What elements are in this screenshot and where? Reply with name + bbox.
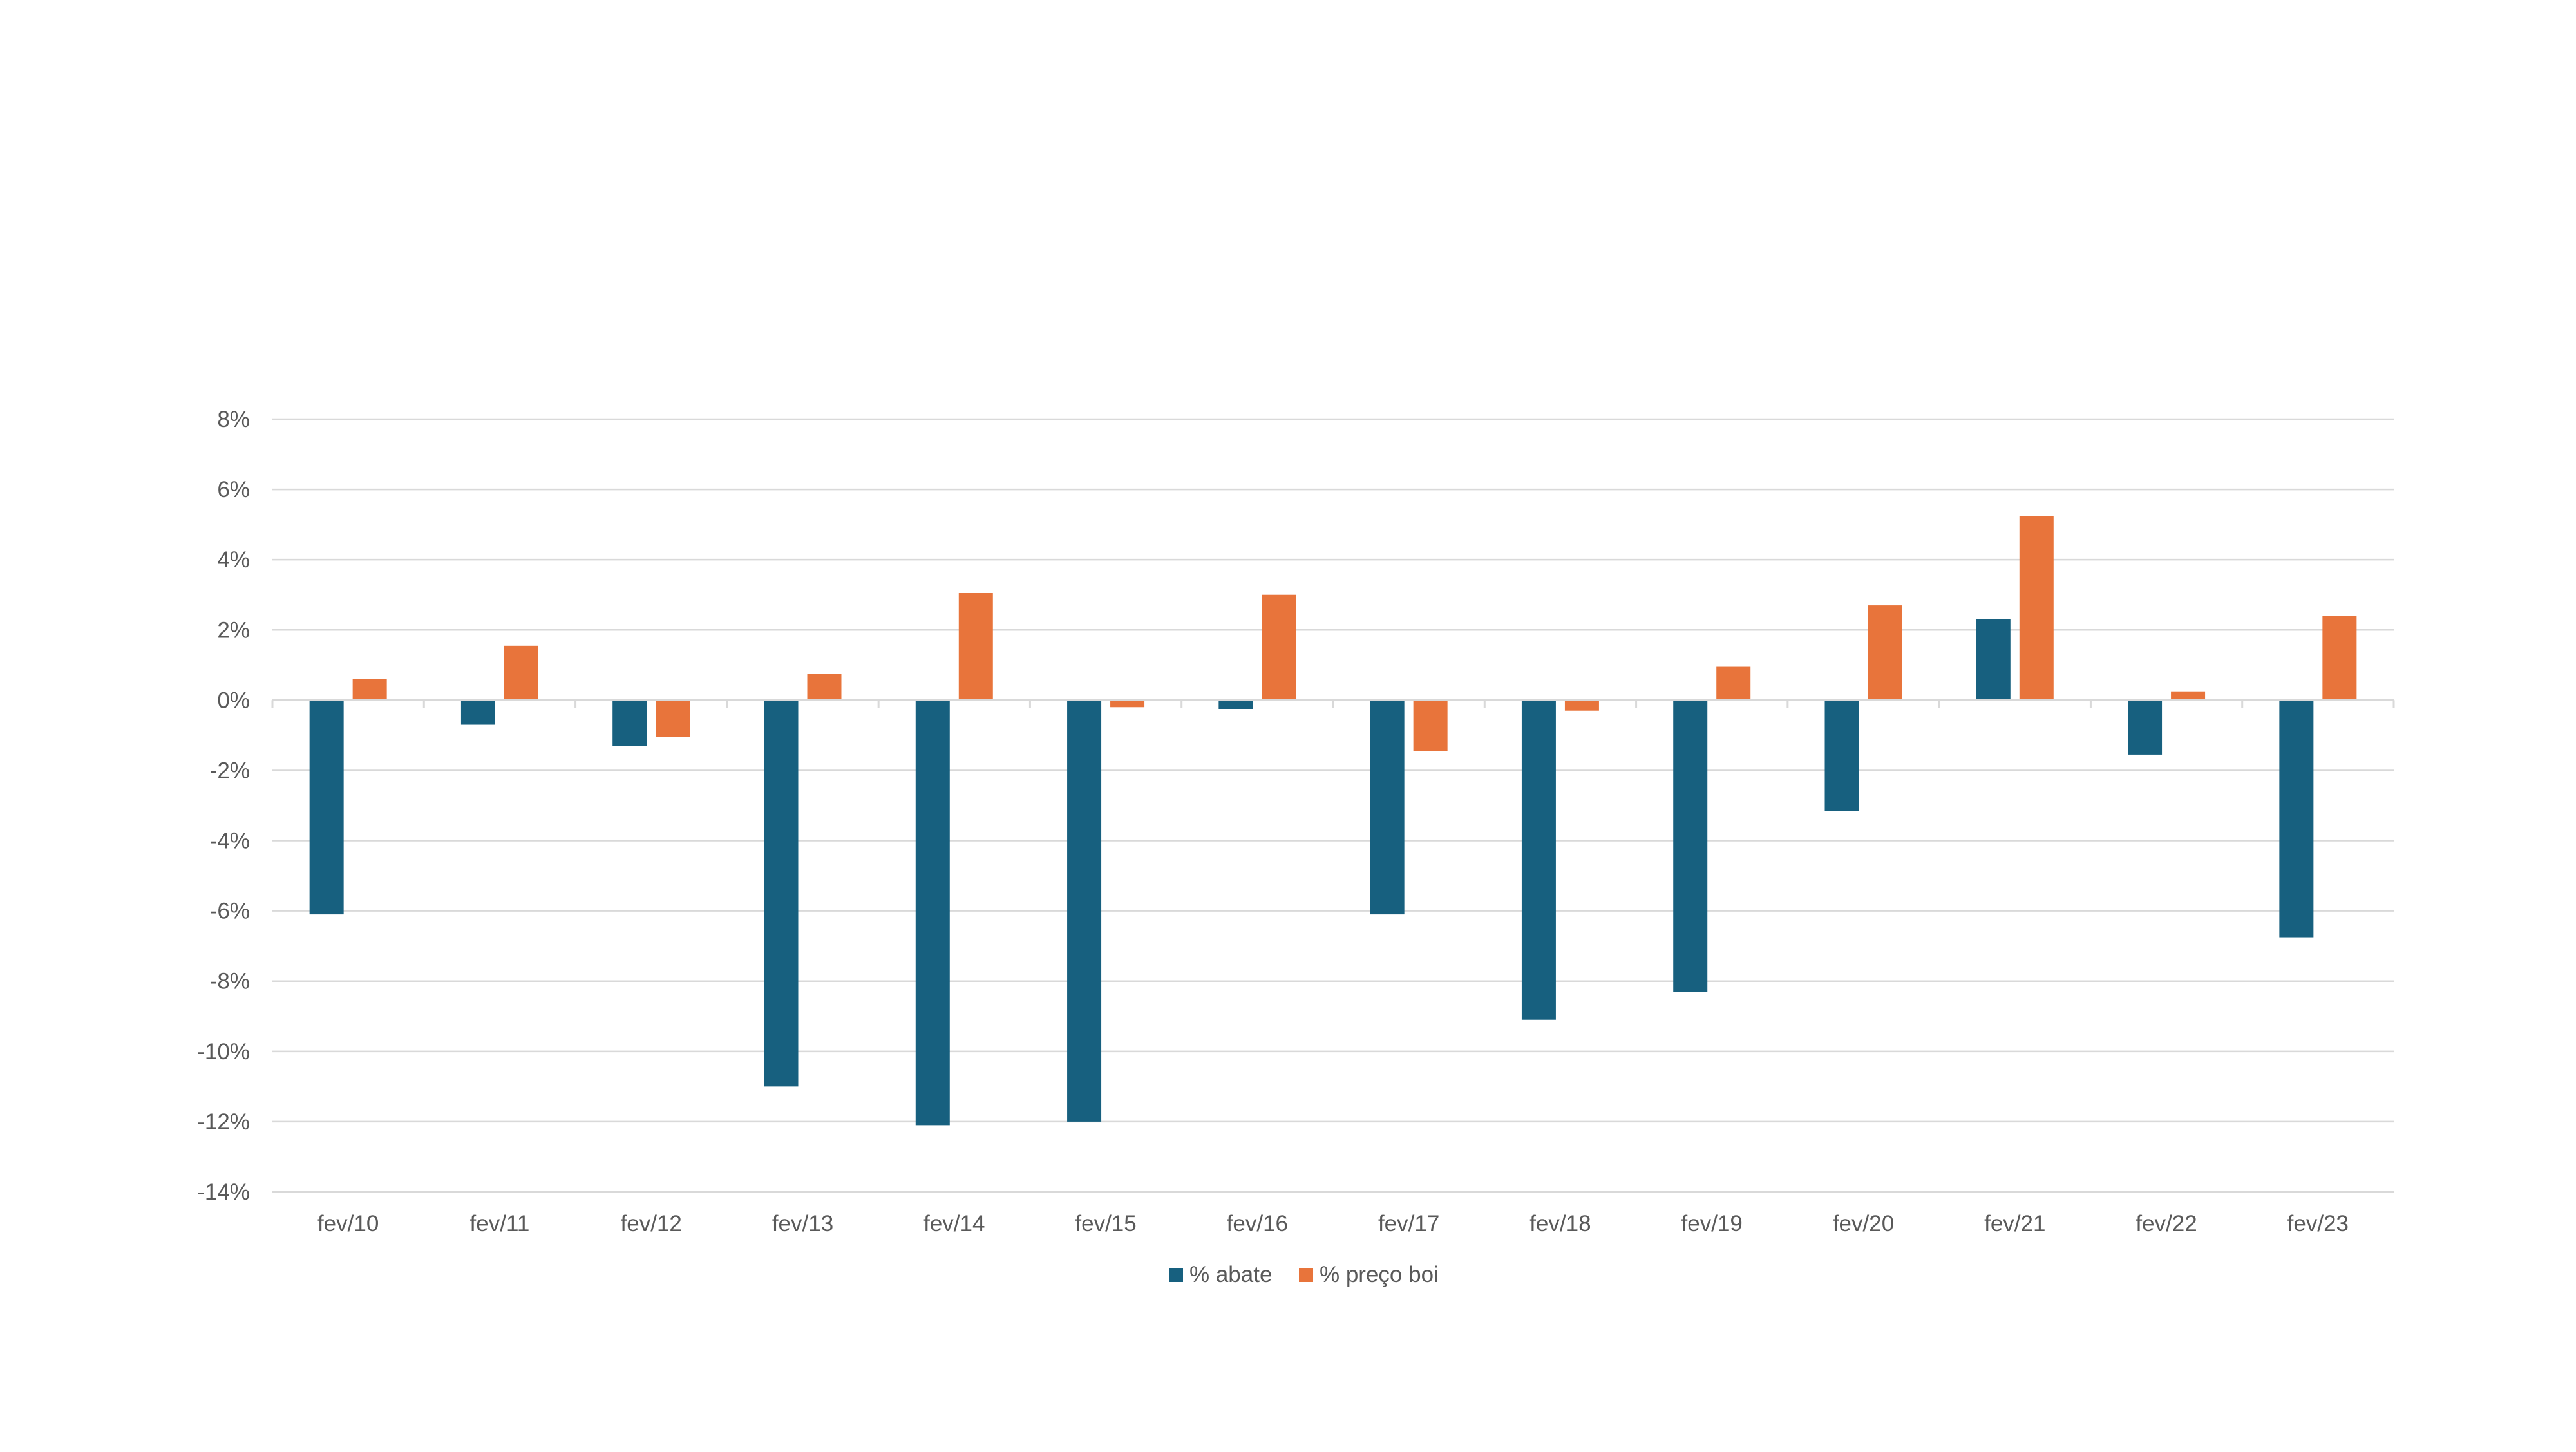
bar-preco-boi-fev-20 [1868,605,1902,701]
bar-abate-fev-11 [460,700,495,725]
bar-preco-boi-fev-22 [2171,691,2206,701]
x-tick-label: fev/14 [923,1211,985,1236]
bar-abate-fev-10 [309,700,344,915]
gridlines [272,418,2394,1193]
legend-item-preco-boi: % preço boi [1299,1262,1439,1287]
legend-label: % preço boi [1320,1262,1439,1287]
bar-abate-fev-17 [1370,700,1405,915]
y-tick-label: 8% [217,407,250,432]
x-tick-label: fev/13 [772,1211,833,1236]
bar-abate-fev-13 [764,700,799,1087]
y-tick-label: -14% [197,1180,250,1205]
legend: % abate % preço boi [1169,1262,1439,1287]
x-tick-label: fev/22 [2136,1211,2197,1236]
x-axis-tick-labels: fev/10 fev/11 fev/12 fev/13 fev/14 fev/15 fev/… [317,1211,2349,1236]
x-tick-label: fev/20 [1833,1211,1894,1236]
bar-abate-fev-23 [2279,700,2314,938]
bar-abate-fev-14 [915,700,950,1126]
bar-preco-boi-fev-13 [807,674,842,701]
y-tick-label: -6% [210,899,250,924]
bar-abate-fev-12 [612,700,647,746]
bar-preco-boi-fev-17 [1413,700,1448,751]
bar-preco-boi-fev-16 [1262,594,1296,701]
y-tick-label: -2% [210,758,250,783]
y-tick-label: -8% [210,969,250,994]
bar-preco-boi-fev-11 [504,645,538,701]
x-tick-label: fev/19 [1681,1211,1743,1236]
bar-preco-boi-fev-15 [1110,700,1145,708]
x-tick-label: fev/16 [1227,1211,1288,1236]
bar-preco-boi-fev-19 [1716,666,1751,701]
y-tick-label: -4% [210,829,250,854]
legend-item-abate: % abate [1169,1262,1272,1287]
y-tick-label: 6% [217,477,250,502]
x-tick-label: fev/17 [1378,1211,1439,1236]
bar-abate-fev-21 [1976,619,2011,701]
bar-abate-fev-15 [1067,700,1102,1122]
bar-abate-fev-22 [2128,700,2163,755]
y-axis-tick-labels: 8% 6% 4% 2% 0% -2% -4% -6% -8% -10% -12% -14% [197,407,250,1205]
bar-preco-boi-fev-23 [2322,616,2357,701]
legend-label: % abate [1189,1262,1272,1287]
x-tick-label: fev/12 [621,1211,682,1236]
bar-preco-boi-fev-10 [352,679,387,701]
bar-preco-boi-fev-12 [656,700,690,737]
y-tick-label: 4% [217,547,250,572]
x-tick-label: fev/10 [317,1211,379,1236]
x-tick-label: fev/15 [1075,1211,1136,1236]
y-tick-label: 2% [217,618,250,643]
legend-swatch [1169,1268,1183,1282]
y-tick-label: 0% [217,688,250,713]
x-tick-label: fev/11 [470,1211,530,1236]
legend-swatch [1299,1268,1313,1282]
x-tick-label: fev/21 [1984,1211,2045,1236]
y-tick-label: -10% [197,1039,250,1064]
y-tick-label: -12% [197,1109,250,1135]
bar-abate-fev-20 [1824,700,1859,811]
x-tick-label: fev/23 [2287,1211,2349,1236]
bar-abate-fev-16 [1218,700,1253,709]
bar-preco-boi-fev-21 [2019,516,2054,701]
x-axis [271,699,2395,708]
bar-abate-fev-19 [1673,700,1708,992]
bars [309,516,2357,1126]
bar-abate-fev-18 [1521,700,1556,1020]
x-tick-label: fev/18 [1530,1211,1591,1236]
bar-preco-boi-fev-18 [1564,700,1599,711]
bar-preco-boi-fev-14 [958,593,993,701]
